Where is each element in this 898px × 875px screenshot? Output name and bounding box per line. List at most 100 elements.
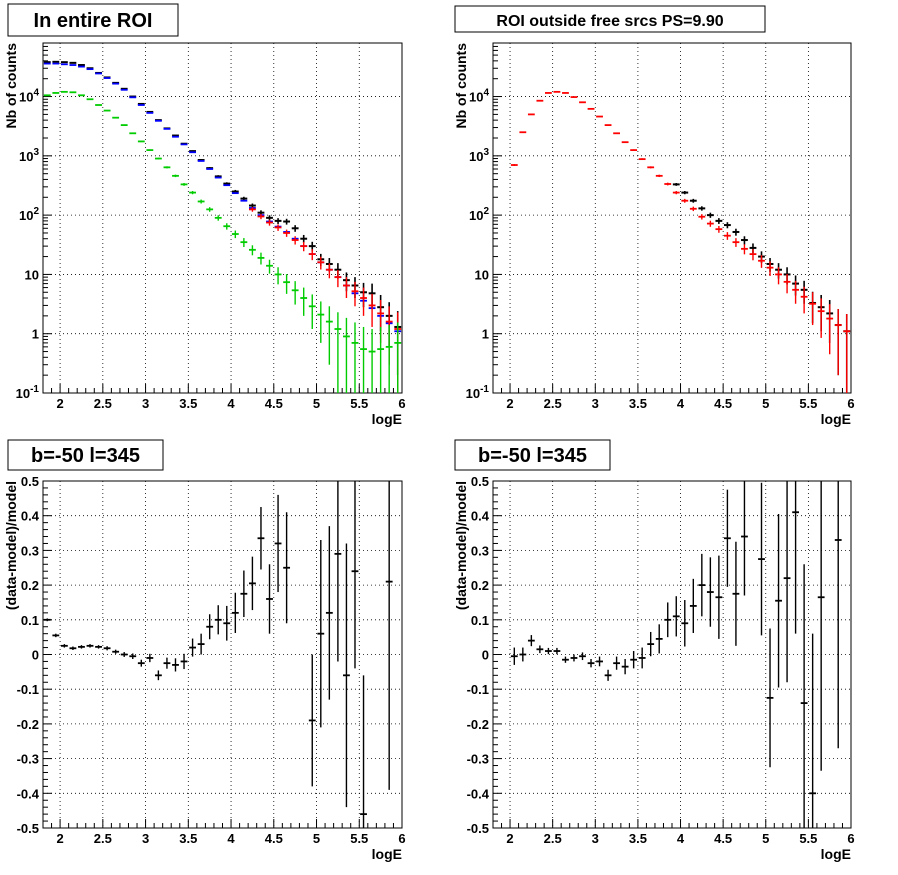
y-tick-label: -0.3 <box>17 752 39 767</box>
data-point <box>146 149 154 151</box>
data-point <box>129 653 137 660</box>
data-point <box>86 98 94 101</box>
data-point <box>120 124 128 126</box>
y-axis-title: Nb of counts <box>453 43 469 129</box>
data-point <box>112 649 120 654</box>
data-point <box>385 325 393 393</box>
data-point <box>240 570 248 618</box>
y-tick-label: -0.2 <box>17 717 39 732</box>
data-point <box>630 149 638 151</box>
data-point <box>689 206 697 212</box>
data-point <box>638 158 646 161</box>
x-tick-label: 6 <box>398 831 405 846</box>
data-point <box>52 633 60 638</box>
series-1 <box>43 481 393 828</box>
data-point <box>723 222 731 229</box>
data-point <box>283 229 291 237</box>
data-point <box>274 218 282 224</box>
data-point <box>715 218 723 224</box>
data-point <box>60 644 68 648</box>
x-tick-label: 2 <box>56 396 63 411</box>
data-point <box>766 261 774 277</box>
y-tick-label: 0 <box>32 648 39 663</box>
data-point <box>274 224 282 231</box>
data-point <box>596 115 603 118</box>
data-point <box>197 633 205 655</box>
y-tick-label: 0.4 <box>21 509 40 524</box>
data-point <box>544 647 552 655</box>
x-tick-label: 4.5 <box>714 831 732 846</box>
data-point <box>775 267 782 285</box>
data-point <box>604 124 612 126</box>
data-point <box>394 322 402 393</box>
data-point <box>351 322 359 393</box>
data-point <box>334 312 342 393</box>
chart-title-box <box>7 3 179 37</box>
y-tick-label: 10-1 <box>16 384 40 401</box>
y-tick-label: 0.1 <box>21 613 39 628</box>
data-point <box>536 99 544 102</box>
data-point <box>527 113 535 116</box>
data-point <box>800 564 808 828</box>
x-tick-label: 5.5 <box>799 831 817 846</box>
data-point <box>189 638 197 657</box>
data-point <box>334 269 342 288</box>
y-tick-label: -0.1 <box>17 682 39 697</box>
x-tick-label: 2.5 <box>94 396 112 411</box>
series-1 <box>510 481 842 828</box>
y-tick-label: 102 <box>19 206 39 223</box>
series-2 <box>510 90 851 393</box>
data-point <box>553 647 561 655</box>
data-point <box>826 304 834 355</box>
data-point <box>706 557 714 627</box>
data-point <box>86 644 94 648</box>
data-point <box>351 481 359 669</box>
data-point <box>783 273 791 294</box>
x-tick-label: 4 <box>227 831 235 846</box>
data-point <box>638 647 646 669</box>
x-tick-label: 2 <box>506 831 513 846</box>
y-tick-label: 104 <box>469 88 489 105</box>
data-point <box>749 249 757 261</box>
x-tick-label: 2.5 <box>544 831 562 846</box>
x-tick-label: 3 <box>142 831 149 846</box>
data-point <box>351 281 359 307</box>
data-point <box>360 675 367 828</box>
data-point <box>197 199 205 204</box>
data-point <box>189 191 197 195</box>
data-point <box>809 292 817 326</box>
data-point <box>579 101 586 104</box>
x-tick-label: 5.5 <box>799 396 817 411</box>
data-point <box>741 236 748 245</box>
data-point <box>257 507 265 570</box>
data-point <box>317 539 325 728</box>
data-point <box>180 653 188 670</box>
data-point <box>343 543 350 808</box>
x-tick-label: 4.5 <box>265 396 283 411</box>
data-point <box>621 141 629 144</box>
data-point <box>834 309 842 376</box>
data-point <box>527 635 535 647</box>
data-point <box>137 140 145 143</box>
data-point <box>510 647 518 665</box>
data-point <box>231 230 239 239</box>
data-point <box>95 104 102 106</box>
x-tick-label: 2.5 <box>544 396 562 411</box>
data-point <box>214 605 222 635</box>
data-point <box>180 183 188 186</box>
x-tick-label: 2 <box>56 831 63 846</box>
data-point <box>732 228 740 236</box>
data-point <box>43 618 51 622</box>
data-point <box>291 225 299 232</box>
y-tick-label: 10 <box>25 267 39 282</box>
chart-title: b=-50 l=345 <box>478 445 587 467</box>
data-point <box>570 654 578 662</box>
data-point <box>723 232 731 240</box>
y-tick-label: 0.5 <box>21 474 39 489</box>
data-point <box>783 481 791 683</box>
x-tick-label: 4 <box>227 396 235 411</box>
y-tick-label: 103 <box>19 147 39 164</box>
y-tick-label: 10 <box>475 267 489 282</box>
y-axis-title: (data-model)/model <box>453 481 469 610</box>
x-tick-label: 4 <box>677 831 685 846</box>
